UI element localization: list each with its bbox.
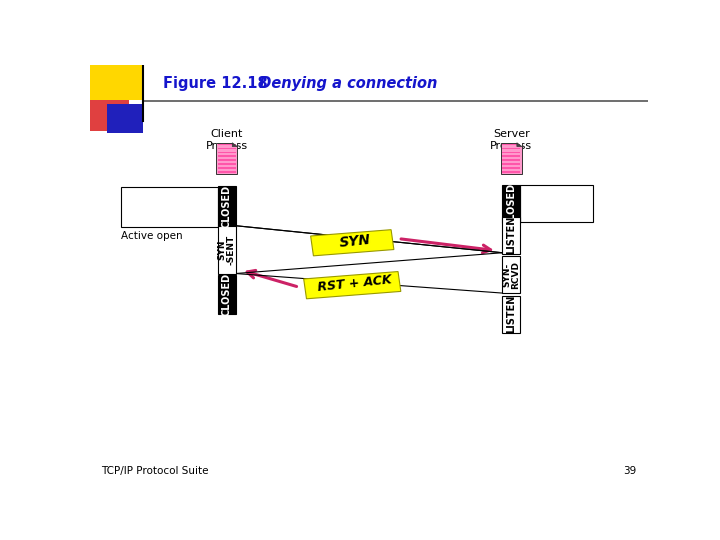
Text: LISTEN: LISTEN — [506, 216, 516, 254]
Polygon shape — [517, 143, 522, 146]
Text: CLOSED: CLOSED — [506, 183, 516, 226]
Bar — [217, 156, 235, 157]
Bar — [500, 143, 522, 174]
Bar — [503, 185, 521, 223]
Bar — [310, 230, 394, 256]
Text: CLOSED: CLOSED — [222, 185, 232, 228]
Bar — [503, 159, 521, 161]
Bar — [503, 163, 521, 165]
Text: SYN-
RCVD: SYN- RCVD — [503, 261, 521, 289]
Bar — [503, 147, 521, 150]
Bar — [503, 167, 521, 169]
Bar — [217, 167, 235, 169]
Text: TCP/IP Protocol Suite: TCP/IP Protocol Suite — [101, 467, 209, 476]
Bar — [217, 159, 235, 161]
Bar — [107, 104, 143, 133]
Bar — [217, 186, 235, 226]
Bar — [217, 147, 235, 150]
Text: Figure 12.18: Figure 12.18 — [163, 76, 267, 91]
Bar — [503, 295, 521, 333]
Bar — [217, 144, 235, 145]
Bar — [503, 217, 521, 254]
Text: 39: 39 — [624, 467, 637, 476]
Text: SYN
-SENT: SYN -SENT — [217, 235, 235, 265]
Text: CLOSED: CLOSED — [222, 273, 232, 316]
Bar — [90, 65, 143, 100]
Bar — [503, 171, 521, 173]
Bar — [216, 143, 238, 174]
Bar — [521, 185, 593, 222]
Polygon shape — [517, 143, 522, 146]
Text: SYN: SYN — [338, 233, 372, 249]
Bar — [503, 144, 521, 145]
Text: RST + ACK: RST + ACK — [318, 273, 392, 294]
Text: Denying a connection: Denying a connection — [249, 76, 438, 91]
Text: Passive
open: Passive open — [537, 196, 576, 218]
Text: Client
Process: Client Process — [206, 129, 248, 151]
Bar — [503, 156, 521, 157]
Bar — [217, 152, 235, 153]
Bar — [304, 272, 401, 299]
Bar — [217, 171, 235, 173]
Bar — [217, 274, 235, 314]
Bar — [90, 100, 129, 131]
Bar — [217, 226, 235, 274]
Bar — [121, 187, 217, 227]
Polygon shape — [233, 143, 238, 146]
Polygon shape — [233, 143, 238, 146]
Bar — [217, 163, 235, 165]
Text: Server
Process: Server Process — [490, 129, 532, 151]
Bar — [503, 256, 521, 294]
Bar — [503, 152, 521, 153]
Text: LISTEN: LISTEN — [506, 295, 516, 334]
Text: Active open: Active open — [121, 231, 182, 241]
